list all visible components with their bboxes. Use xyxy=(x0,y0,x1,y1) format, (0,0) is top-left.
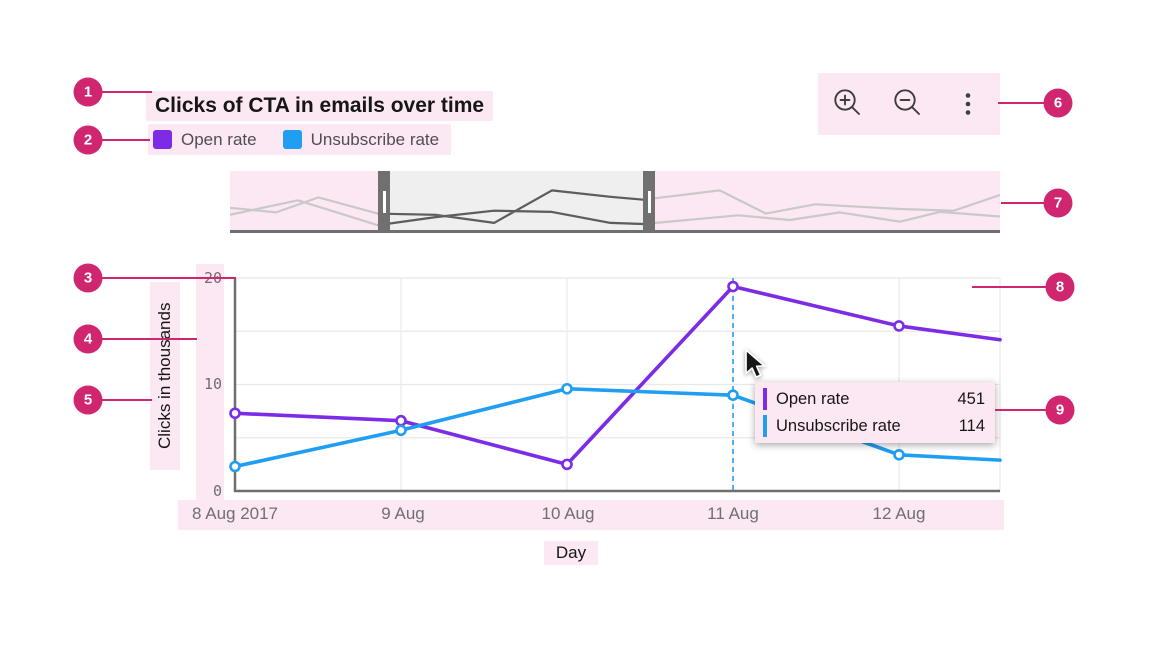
zoom-bar-handle-right[interactable] xyxy=(643,171,655,233)
tooltip-color-bar-open-rate xyxy=(763,388,767,410)
preview-line xyxy=(230,189,1000,225)
zoom-bar-preview xyxy=(230,189,1000,227)
y-tick-10: 10 xyxy=(203,375,222,393)
tooltip: Open rate 451 Unsubscribe rate 114 xyxy=(755,382,995,443)
annotation-badge-3: 3 xyxy=(73,263,103,293)
x-tick-12-aug: 12 Aug xyxy=(872,504,926,523)
annotation-line-6 xyxy=(998,101,1058,105)
preview-line-selected xyxy=(377,189,656,225)
legend-label: Unsubscribe rate xyxy=(310,129,440,149)
annotation-badge-6: 6 xyxy=(1043,88,1073,118)
annotation-badge-4: 4 xyxy=(73,324,103,354)
annotation-badge-8: 8 xyxy=(1045,272,1075,302)
x-axis-title: Day xyxy=(544,541,598,565)
tooltip-row-unsubscribe-rate: Unsubscribe rate 114 xyxy=(763,415,985,437)
annotation-line-9 xyxy=(995,408,1060,412)
legend-label: Open rate xyxy=(181,129,257,149)
annotation-line-3 xyxy=(88,276,236,280)
zoom-in-icon xyxy=(834,89,860,115)
annotation-badge-5: 5 xyxy=(73,385,103,415)
annotation-line-2 xyxy=(88,138,150,142)
zoom-bar xyxy=(230,171,1000,233)
overflow-menu-icon xyxy=(965,93,971,115)
overflow-menu-button[interactable] xyxy=(950,86,986,122)
chart-title: Clicks of CTA in emails over time xyxy=(146,91,494,122)
legend-item-unsubscribe-rate[interactable]: Unsubscribe rate xyxy=(282,129,440,150)
zoom-bar-unselected-right xyxy=(655,171,1000,233)
mouse-cursor-icon xyxy=(745,349,766,379)
annotation-line-1 xyxy=(88,90,152,94)
annotation-badge-1: 1 xyxy=(73,77,103,107)
legend-swatch-unsubscribe-rate xyxy=(282,130,302,149)
y-tick-0: 0 xyxy=(212,482,222,500)
zoom-bar-baseline xyxy=(230,230,1000,233)
x-tick-11-aug: 11 Aug xyxy=(707,504,759,523)
chart-toolbar xyxy=(818,73,1000,135)
tooltip-row-open-rate: Open rate 451 xyxy=(763,388,985,410)
tooltip-label: Open rate xyxy=(776,389,850,408)
tooltip-label: Unsubscribe rate xyxy=(776,416,901,435)
tooltip-value: 451 xyxy=(957,389,985,408)
legend-swatch-open-rate xyxy=(153,130,172,149)
zoom-bar-handle-left[interactable] xyxy=(378,171,390,233)
x-tick-10-aug: 10 Aug xyxy=(541,504,595,523)
annotation-line-5 xyxy=(88,398,152,402)
y-axis-title: Clicks in thousands xyxy=(150,282,180,470)
annotation-badge-7: 7 xyxy=(1043,188,1073,218)
annotation-line-4 xyxy=(88,337,197,341)
annotation-badge-2: 2 xyxy=(73,125,103,155)
zoom-out-button[interactable] xyxy=(890,86,926,122)
annotation-line-7 xyxy=(1001,201,1058,205)
zoom-in-button[interactable] xyxy=(830,86,866,122)
zoom-out-icon xyxy=(894,89,920,115)
chart-legend: Open rate Unsubscribe rate xyxy=(148,124,452,155)
highlight-x-ticks xyxy=(178,500,1004,530)
legend-item-open-rate[interactable]: Open rate xyxy=(153,130,257,150)
x-tick-9-aug: 9 Aug xyxy=(381,504,425,523)
tooltip-value: 114 xyxy=(958,416,985,435)
highlight-y-ticks xyxy=(196,264,224,502)
x-tick-8-aug-2017: 8 Aug 2017 xyxy=(191,504,279,523)
annotation-badge-9: 9 xyxy=(1045,395,1075,425)
annotation-line-8 xyxy=(972,285,1060,289)
tooltip-color-bar-unsubscribe-rate xyxy=(763,415,767,437)
